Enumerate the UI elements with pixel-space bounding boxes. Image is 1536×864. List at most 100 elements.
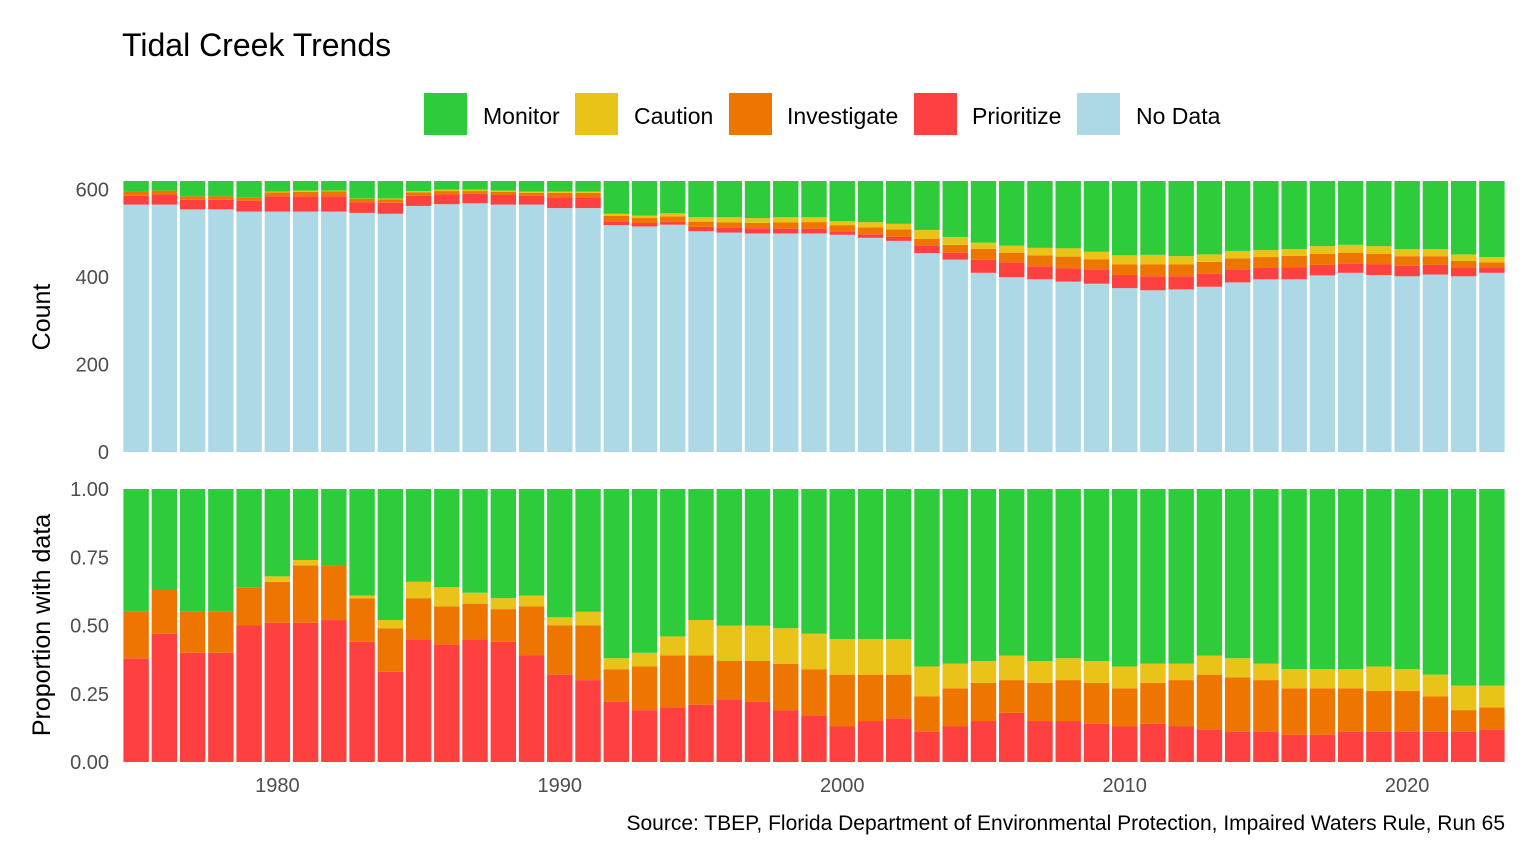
- bar-proportion-investigate-2014: [1224, 677, 1251, 732]
- bar-count-prioritize-1981: [292, 196, 319, 212]
- bar-count-monitor-1982: [321, 181, 347, 191]
- bar-proportion-monitor-1977: [179, 489, 206, 612]
- bar-proportion-monitor-1975: [123, 489, 149, 612]
- bar-proportion-caution-2018: [1337, 669, 1364, 689]
- bar-proportion-prioritize-1979: [236, 625, 262, 762]
- bar-count-prioritize-1989: [518, 195, 545, 205]
- bar-count-nodata-1983: [349, 212, 375, 452]
- bar-proportion-monitor-2004: [942, 489, 968, 664]
- bar-proportion-prioritize-1994: [660, 707, 686, 762]
- bar-count-investigate-1993: [631, 217, 658, 223]
- bar-count-monitor-1999: [801, 181, 827, 218]
- bar-count-caution-2005: [970, 242, 997, 249]
- bar-count-monitor-1981: [292, 181, 319, 191]
- bar-proportion-prioritize-1982: [321, 620, 347, 762]
- bar-proportion-prioritize-1995: [688, 704, 714, 762]
- bar-proportion-investigate-2006: [999, 680, 1025, 713]
- bar-proportion-prioritize-1988: [490, 641, 517, 762]
- bar-proportion-caution-2023: [1479, 685, 1505, 708]
- bar-proportion-monitor-2001: [857, 489, 884, 640]
- bar-proportion-caution-2016: [1281, 669, 1307, 689]
- bar-count-caution-1999: [801, 217, 827, 223]
- bar-count-nodata-2012: [1168, 289, 1194, 452]
- chart-title: Tidal Creek Trends: [122, 27, 391, 63]
- bar-count-prioritize-2022: [1450, 267, 1477, 277]
- bar-proportion-prioritize-1985: [405, 639, 432, 762]
- bar-proportion-prioritize-1991: [575, 680, 601, 762]
- bar-count-nodata-1977: [179, 209, 206, 452]
- legend-label-investigate: Investigate: [787, 103, 898, 129]
- bar-count-investigate-2008: [1055, 256, 1081, 269]
- bar-count-investigate-1982: [321, 191, 347, 197]
- bar-proportion-investigate-2004: [942, 688, 968, 727]
- bar-proportion-investigate-1991: [575, 625, 601, 681]
- bar-proportion-prioritize-1989: [518, 655, 545, 762]
- bar-proportion-caution-2021: [1422, 674, 1449, 697]
- bar-count-caution-2004: [942, 236, 968, 245]
- bar-proportion-caution-1983: [349, 595, 375, 599]
- bar-proportion-prioritize-2012: [1168, 726, 1194, 762]
- bar-count-nodata-2015: [1253, 279, 1279, 452]
- bar-count-nodata-2017: [1309, 275, 1336, 452]
- bar-count-nodata-1992: [603, 225, 629, 452]
- bar-count-investigate-2020: [1394, 256, 1420, 266]
- bar-count-prioritize-2006: [999, 262, 1025, 278]
- bar-count-caution-1991: [575, 191, 601, 193]
- bar-count-caution-2017: [1309, 246, 1336, 254]
- bar-proportion-prioritize-2002: [886, 718, 912, 762]
- bar-proportion-investigate-1993: [631, 666, 658, 711]
- bar-count-monitor-1986: [434, 181, 460, 190]
- bar-proportion-investigate-2015: [1253, 680, 1279, 732]
- bar-count-prioritize-2021: [1422, 264, 1449, 275]
- bar-count-prioritize-2007: [1027, 266, 1053, 280]
- bar-proportion-prioritize-2011: [1140, 723, 1166, 762]
- bar-count-investigate-1983: [349, 198, 375, 203]
- bar-count-monitor-1975: [123, 181, 149, 192]
- bar-count-prioritize-1983: [349, 202, 375, 213]
- bar-count-caution-2000: [829, 221, 855, 226]
- bar-proportion-caution-1997: [744, 625, 771, 661]
- bar-proportion-caution-2008: [1055, 658, 1081, 681]
- bar-proportion-prioritize-1997: [744, 701, 771, 762]
- bar-count-monitor-1991: [575, 181, 601, 192]
- legend-swatch-investigate: [729, 93, 772, 135]
- bar-proportion-monitor-1982: [321, 489, 347, 566]
- bar-proportion-caution-1980: [264, 576, 291, 582]
- bar-count-investigate-2011: [1140, 264, 1166, 277]
- bar-proportion-prioritize-2020: [1394, 731, 1420, 762]
- bar-count-prioritize-1990: [547, 197, 573, 209]
- bar-count-prioritize-1982: [321, 196, 347, 212]
- bar-count-caution-2009: [1083, 251, 1110, 260]
- bar-count-nodata-2022: [1450, 276, 1477, 452]
- xtick-label: 2020: [1385, 775, 1430, 797]
- bar-count-nodata-1988: [490, 204, 517, 452]
- bar-proportion-prioritize-1996: [716, 699, 742, 762]
- bar-proportion-monitor-1983: [349, 489, 375, 596]
- bar-count-prioritize-1978: [208, 199, 234, 210]
- bar-proportion-monitor-2010: [1111, 489, 1138, 667]
- bar-count-investigate-2014: [1224, 258, 1251, 270]
- bar-count-caution-1990: [547, 191, 573, 193]
- bar-count-caution-1994: [660, 213, 686, 217]
- bar-count-monitor-1990: [547, 181, 573, 192]
- bar-count-prioritize-2003: [914, 245, 940, 254]
- bar-proportion-caution-1998: [773, 628, 799, 664]
- bar-count-caution-2008: [1055, 248, 1081, 257]
- bar-proportion-caution-1991: [575, 611, 601, 626]
- bar-count-caution-1997: [744, 218, 771, 223]
- bar-count-caution-2006: [999, 245, 1025, 253]
- bar-proportion-prioritize-2013: [1196, 729, 1223, 762]
- bar-proportion-investigate-1996: [716, 660, 742, 700]
- bar-proportion-caution-1994: [660, 636, 686, 656]
- bar-proportion-monitor-2006: [999, 489, 1025, 656]
- bar-count-prioritize-1987: [462, 193, 488, 204]
- bar-proportion-prioritize-2008: [1055, 721, 1081, 762]
- bar-count-prioritize-2023: [1479, 267, 1505, 273]
- bar-count-investigate-1977: [179, 196, 206, 200]
- bar-count-monitor-2012: [1168, 181, 1194, 257]
- bar-count-nodata-1989: [518, 204, 545, 452]
- bar-count-monitor-2023: [1479, 181, 1505, 258]
- bar-count-nodata-2007: [1027, 279, 1053, 452]
- ytick-label-proportion: 0.25: [70, 684, 109, 706]
